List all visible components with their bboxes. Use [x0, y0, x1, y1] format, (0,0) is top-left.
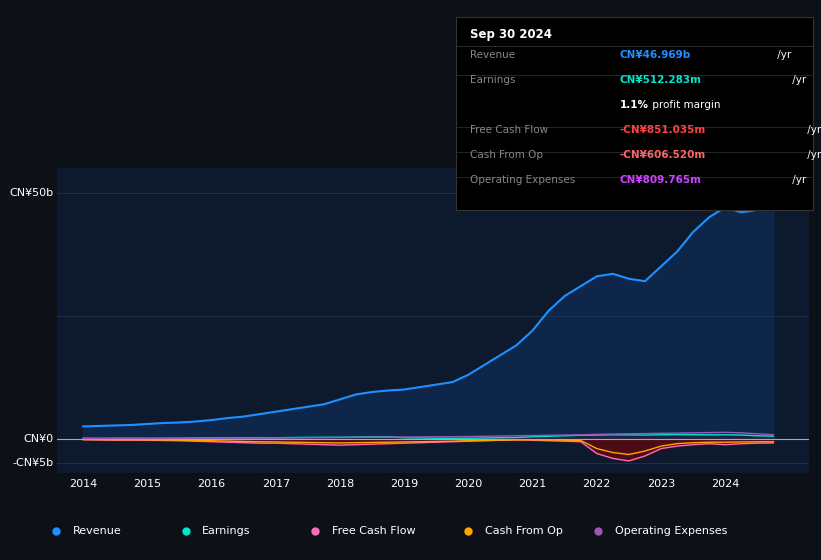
- Text: Operating Expenses: Operating Expenses: [470, 175, 576, 185]
- Text: CN¥46.969b: CN¥46.969b: [620, 50, 691, 60]
- Text: profit margin: profit margin: [649, 100, 720, 110]
- Text: CN¥809.765m: CN¥809.765m: [620, 175, 702, 185]
- Text: -CN¥606.520m: -CN¥606.520m: [620, 150, 706, 160]
- Text: Cash From Op: Cash From Op: [470, 150, 543, 160]
- Text: CN¥512.283m: CN¥512.283m: [620, 75, 702, 85]
- Text: Operating Expenses: Operating Expenses: [615, 526, 727, 535]
- Text: Cash From Op: Cash From Op: [485, 526, 562, 535]
- Text: /yr: /yr: [805, 125, 821, 135]
- Text: Sep 30 2024: Sep 30 2024: [470, 29, 552, 41]
- Text: Revenue: Revenue: [470, 50, 515, 60]
- Text: -CN¥851.035m: -CN¥851.035m: [620, 125, 706, 135]
- Text: Free Cash Flow: Free Cash Flow: [333, 526, 415, 535]
- Text: /yr: /yr: [773, 50, 791, 60]
- Text: /yr: /yr: [805, 150, 821, 160]
- Text: -CN¥5b: -CN¥5b: [12, 458, 53, 468]
- Text: Earnings: Earnings: [202, 526, 251, 535]
- Text: 1.1%: 1.1%: [620, 100, 649, 110]
- Text: CN¥50b: CN¥50b: [10, 188, 53, 198]
- Text: Free Cash Flow: Free Cash Flow: [470, 125, 548, 135]
- Text: Revenue: Revenue: [72, 526, 122, 535]
- Text: /yr: /yr: [789, 175, 806, 185]
- Text: /yr: /yr: [789, 75, 806, 85]
- Text: CN¥0: CN¥0: [24, 434, 53, 444]
- Text: Earnings: Earnings: [470, 75, 516, 85]
